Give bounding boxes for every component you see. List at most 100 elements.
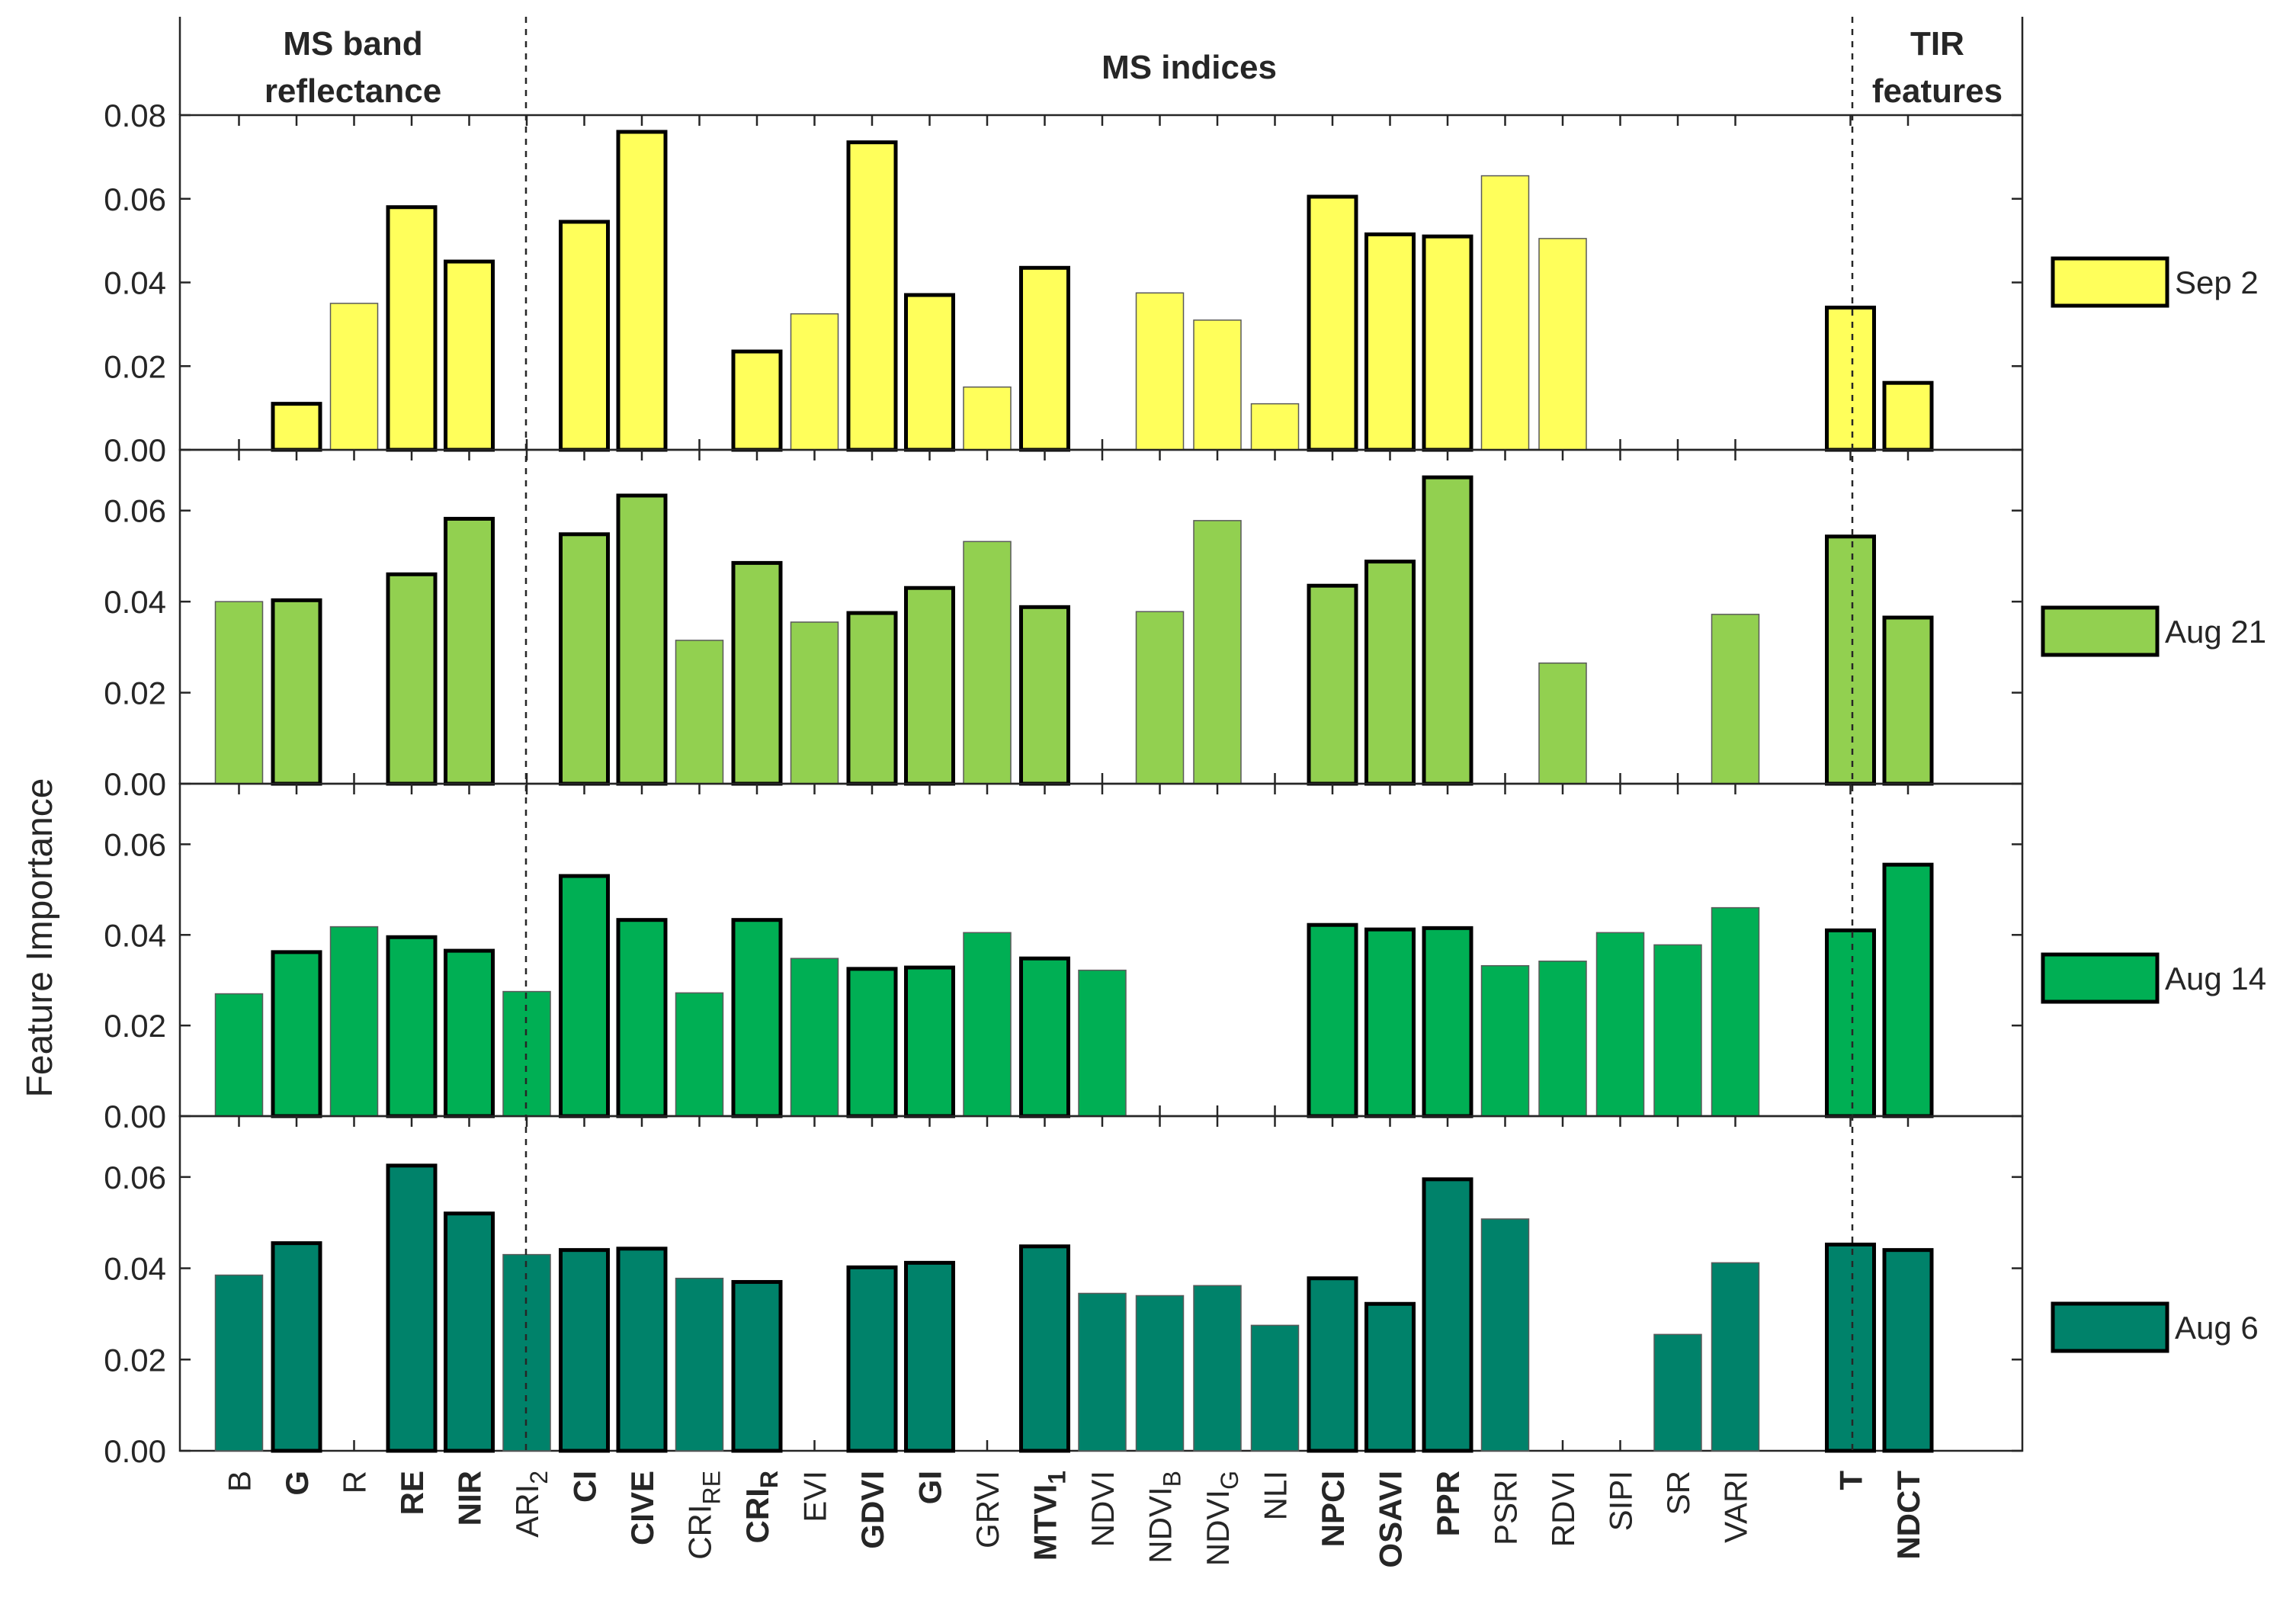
bar-aug-21-crire — [675, 640, 724, 784]
bar-aug-6-gdvi — [846, 1265, 898, 1453]
bar-aug-21-ndvig — [1193, 520, 1242, 784]
bar-sep-2-nli — [1250, 403, 1300, 451]
bar-aug-21-nir — [444, 516, 495, 786]
x-tick-label-evi: EVI — [797, 1471, 833, 1522]
y-tick-label: 0.04 — [104, 584, 166, 620]
bar-sep-2-ndvig — [1193, 319, 1242, 451]
group-title-line: reflectance — [265, 72, 441, 110]
x-tick-label-t: T — [1833, 1471, 1869, 1490]
x-tick-label-crir: CRIR — [739, 1471, 783, 1543]
bar-aug-14-re — [386, 935, 438, 1118]
bar-aug-14-ci — [559, 874, 610, 1118]
y-tick-label: 0.02 — [104, 675, 166, 711]
x-tick-label-ari2: ARI2 — [509, 1471, 553, 1538]
x-tick-label-gi: GI — [912, 1471, 948, 1504]
bar-aug-6-nir — [444, 1211, 495, 1453]
legend-swatch — [2041, 952, 2160, 1004]
y-tick-label: 0.00 — [104, 1099, 166, 1134]
bar-aug-6-ci — [559, 1248, 610, 1453]
bar-aug-14-t — [1825, 928, 1876, 1118]
bar-aug-21-grvi — [963, 541, 1012, 784]
bar-aug-14-npci — [1307, 922, 1358, 1118]
y-tick-label: 0.04 — [104, 1251, 166, 1287]
y-tick-label: 0.06 — [104, 493, 166, 529]
y-tick-label: 0.02 — [104, 1008, 166, 1044]
bar-aug-14-nir — [444, 948, 495, 1118]
bar-aug-21-osavi — [1364, 560, 1416, 786]
bar-aug-6-b — [214, 1274, 264, 1452]
bar-sep-2-osavi — [1364, 232, 1416, 452]
bar-aug-21-mtvi1 — [1019, 605, 1070, 786]
x-tick-label-re: RE — [394, 1471, 430, 1515]
x-tick-label-ndvib: NDVIB — [1143, 1471, 1186, 1564]
group-title-line: MS indices — [1102, 49, 1277, 86]
x-tick-label-sr: SR — [1660, 1471, 1696, 1515]
chart-panels: 0.00 0.02 0.04 0.06 0.08 0.00 0.02 0.04 0.06 0.00… — [104, 17, 2024, 1469]
legend-entry-aug-6: Aug 6 — [2051, 1301, 2259, 1353]
panel-aug-21: 0.00 0.02 0.04 0.06 — [104, 448, 2024, 802]
x-tick-label-b: B — [222, 1471, 258, 1492]
bar-aug-6-g — [271, 1241, 322, 1453]
bar-aug-21-re — [386, 572, 438, 786]
bar-sep-2-mtvi1 — [1019, 265, 1070, 452]
x-tick-label-sipi: SIPI — [1603, 1471, 1639, 1531]
y-tick-label: 0.06 — [104, 826, 166, 862]
x-tick-label-npci: NPCI — [1315, 1471, 1351, 1547]
bar-aug-14-mtvi1 — [1019, 956, 1070, 1118]
legend-swatch — [2051, 256, 2169, 308]
y-tick-label: 0.00 — [104, 432, 166, 468]
legend-label: Aug 21 — [2165, 614, 2266, 650]
x-tick-label-gdvi: GDVI — [855, 1471, 890, 1549]
bar-aug-6-sr — [1653, 1333, 1702, 1452]
legend-entry-aug-14: Aug 14 — [2041, 952, 2266, 1004]
x-tick-label-ndvi: NDVI — [1085, 1471, 1121, 1547]
bar-aug-6-t — [1825, 1242, 1876, 1453]
bar-sep-2-r — [329, 303, 379, 451]
bar-aug-6-re — [386, 1163, 438, 1453]
bar-sep-2-crir — [731, 349, 783, 452]
legend: Sep 2 Aug 21 Aug 14 Aug 6 — [2041, 256, 2266, 1353]
x-tick-label-ppr: PPR — [1430, 1471, 1466, 1536]
x-tick-label-nir: NIR — [452, 1471, 488, 1526]
bar-sep-2-grvi — [963, 386, 1012, 451]
y-tick-label: 0.00 — [104, 1433, 166, 1469]
bar-aug-21-gi — [904, 586, 955, 786]
bar-sep-2-nir — [444, 259, 495, 452]
bar-aug-14-r — [329, 926, 379, 1117]
x-tick-label-osavi: OSAVI — [1373, 1471, 1409, 1568]
bar-aug-6-crir — [731, 1280, 783, 1453]
y-axis-label: Feature Importance — [20, 778, 60, 1098]
bar-aug-6-ndct — [1882, 1248, 1934, 1453]
y-tick-label: 0.04 — [104, 917, 166, 953]
bar-sep-2-rdvi — [1538, 238, 1587, 451]
x-tick-label-crire: CRIRE — [682, 1471, 726, 1560]
bar-sep-2-psri — [1480, 175, 1530, 451]
bar-aug-14-grvi — [963, 932, 1012, 1117]
bar-aug-14-cive — [616, 918, 668, 1118]
panel-aug-6: 0.00 0.02 0.04 0.06 — [104, 1115, 2024, 1469]
bar-aug-21-g — [271, 598, 322, 786]
bar-aug-6-gi — [904, 1260, 955, 1453]
bar-aug-6-npci — [1307, 1276, 1358, 1453]
bar-sep-2-t — [1825, 305, 1876, 452]
group-title-line: features — [1872, 72, 2003, 110]
bar-sep-2-g — [271, 402, 322, 452]
bar-aug-14-vari — [1711, 906, 1760, 1117]
bar-aug-6-crire — [675, 1277, 724, 1452]
x-tick-label-g: G — [279, 1471, 315, 1496]
x-tick-label-cive: CIVE — [624, 1471, 660, 1545]
x-tick-label-vari: VARI — [1718, 1471, 1754, 1543]
bar-aug-14-ndct — [1882, 862, 1934, 1118]
bar-aug-21-crir — [731, 560, 783, 786]
y-tick-label: 0.00 — [104, 766, 166, 802]
x-tick-labels: B G R RE NIR ARI2 CI CIVE CRIRE CRIR EVI GDVI GI GRVI… — [222, 1471, 1927, 1568]
legend-label: Sep 2 — [2175, 265, 2259, 300]
x-tick-label-rdvi: RDVI — [1545, 1471, 1581, 1547]
bar-aug-6-ndvib — [1135, 1295, 1185, 1452]
x-tick-label-grvi: GRVI — [970, 1471, 1005, 1548]
bar-aug-14-crire — [675, 992, 724, 1117]
y-tick-label: 0.08 — [104, 98, 166, 133]
bar-sep-2-re — [386, 205, 438, 452]
bar-sep-2-ndvib — [1135, 292, 1185, 451]
